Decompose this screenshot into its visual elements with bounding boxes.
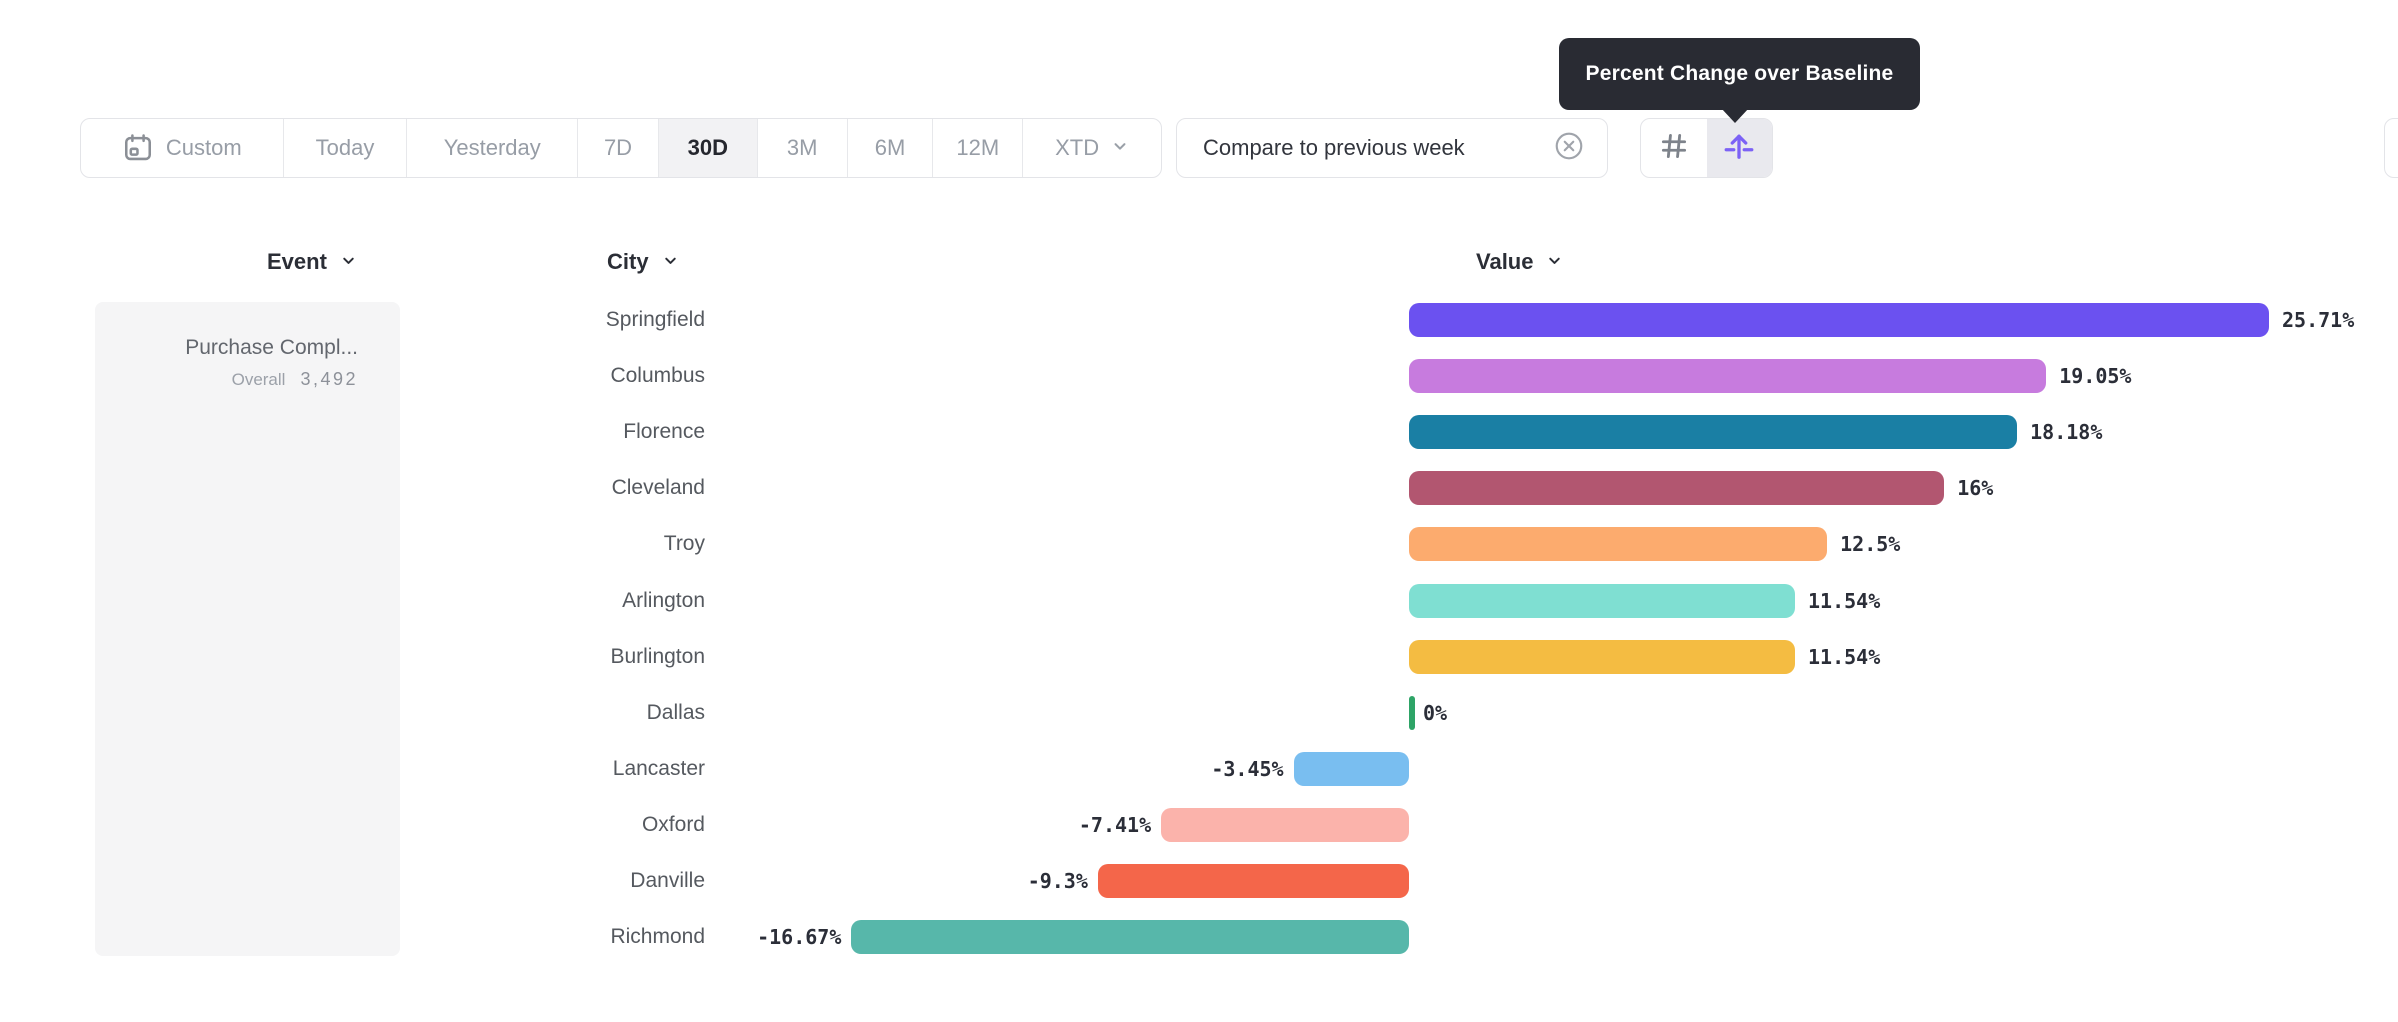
range-xtd-label: XTD bbox=[1055, 135, 1100, 160]
value-view-toggle bbox=[1640, 118, 1773, 178]
city-label: Burlington bbox=[610, 644, 705, 668]
value-bar[interactable] bbox=[1409, 527, 1828, 562]
city-label: Florence bbox=[623, 420, 705, 444]
range-12m-label: 12M bbox=[956, 135, 1000, 160]
city-label: Troy bbox=[663, 532, 705, 556]
value-bar[interactable] bbox=[1409, 583, 1795, 618]
value-bar[interactable] bbox=[1161, 807, 1409, 842]
chevron-down-icon bbox=[1111, 135, 1129, 161]
event-card[interactable]: Purchase Compl... Overall 3,492 bbox=[95, 302, 400, 956]
value-bar[interactable] bbox=[1097, 864, 1409, 898]
event-overall-value: 3,492 bbox=[300, 369, 358, 389]
compare-chip-label: Compare to previous week bbox=[1203, 135, 1465, 160]
event-overall-row: Overall 3,492 bbox=[115, 369, 358, 390]
range-30d-label: 30D bbox=[687, 135, 728, 160]
event-name: Purchase Compl... bbox=[185, 336, 358, 359]
value-bar[interactable] bbox=[1409, 359, 2047, 394]
city-label: Arlington bbox=[622, 588, 705, 612]
chevron-down-icon bbox=[1546, 249, 1563, 275]
remove-compare-icon[interactable] bbox=[1553, 130, 1585, 167]
range-7d-button[interactable]: 7D bbox=[578, 119, 659, 177]
value-bar[interactable] bbox=[1409, 303, 2269, 337]
range-3m-button[interactable]: 3M bbox=[758, 119, 848, 177]
value-bar[interactable] bbox=[1409, 471, 1945, 506]
column-header-value-label: Value bbox=[1476, 249, 1534, 274]
column-header-event-label: Event bbox=[267, 249, 327, 274]
value-bar[interactable] bbox=[1409, 695, 1415, 730]
range-xtd-button[interactable]: XTD bbox=[1023, 119, 1161, 177]
tooltip-text: Percent Change over Baseline bbox=[1585, 62, 1894, 85]
value-bar[interactable] bbox=[851, 920, 1409, 955]
range-30d-button[interactable]: 30D bbox=[658, 119, 758, 177]
hash-icon bbox=[1657, 129, 1691, 168]
city-label: Dallas bbox=[646, 700, 705, 724]
arrow-up-from-baseline-icon bbox=[1721, 128, 1757, 169]
value-label: 19.05% bbox=[2059, 364, 2132, 389]
tooltip: Percent Change over Baseline bbox=[1559, 38, 1920, 123]
city-label: Richmond bbox=[610, 925, 705, 949]
range-7d-label: 7D bbox=[603, 135, 633, 160]
value-label: -3.45% bbox=[1211, 756, 1284, 781]
compare-chip[interactable]: Compare to previous week bbox=[1176, 118, 1608, 178]
chevron-down-icon bbox=[662, 249, 679, 275]
value-label: -7.41% bbox=[1078, 812, 1152, 837]
value-label: -16.67% bbox=[757, 925, 842, 950]
range-yesterday-button[interactable]: Yesterday bbox=[407, 119, 579, 177]
column-header-value[interactable]: Value bbox=[1476, 248, 1563, 276]
range-12m-button[interactable]: 12M bbox=[933, 119, 1024, 177]
percent-change-toggle-button[interactable] bbox=[1706, 119, 1772, 177]
value-label: -9.3% bbox=[1027, 869, 1088, 893]
range-3m-label: 3M bbox=[786, 135, 818, 160]
range-yesterday-label: Yesterday bbox=[443, 135, 541, 160]
range-6m-button[interactable]: 6M bbox=[848, 119, 934, 177]
value-label: 16% bbox=[1957, 476, 1994, 501]
value-label: 25.71% bbox=[2282, 308, 2355, 332]
city-label: Columbus bbox=[610, 364, 705, 388]
value-label: 11.54% bbox=[1808, 588, 1881, 613]
range-custom-button[interactable]: Custom bbox=[81, 119, 284, 177]
value-label: 11.54% bbox=[1808, 644, 1881, 669]
city-label: Springfield bbox=[605, 308, 705, 331]
value-label: 12.5% bbox=[1840, 532, 1901, 557]
event-overall-label: Overall bbox=[231, 370, 286, 389]
city-label: Danville bbox=[630, 869, 705, 892]
value-bar[interactable] bbox=[1293, 751, 1409, 786]
calendar-icon bbox=[122, 132, 154, 164]
range-today-label: Today bbox=[315, 135, 375, 160]
value-label: 0% bbox=[1423, 700, 1448, 725]
chevron-down-icon bbox=[340, 249, 357, 275]
city-label: Cleveland bbox=[611, 476, 705, 500]
city-label: Lancaster bbox=[612, 756, 705, 780]
value-bar[interactable] bbox=[1409, 639, 1795, 674]
date-range-group: Custom Today Yesterday 7D 30D 3M 6M 12M … bbox=[80, 118, 1162, 178]
city-label: Oxford bbox=[641, 812, 705, 836]
absolute-numbers-toggle-button[interactable] bbox=[1641, 119, 1707, 177]
value-bar[interactable] bbox=[1409, 415, 2018, 450]
range-6m-label: 6M bbox=[874, 135, 906, 160]
column-header-city-label: City bbox=[607, 249, 649, 274]
range-custom-label: Custom bbox=[165, 135, 242, 160]
value-label: 18.18% bbox=[2030, 420, 2103, 445]
clipped-right-button[interactable] bbox=[2384, 118, 2398, 178]
column-header-city[interactable]: City bbox=[607, 248, 679, 276]
column-header-event[interactable]: Event bbox=[267, 248, 357, 276]
range-today-button[interactable]: Today bbox=[284, 119, 408, 177]
